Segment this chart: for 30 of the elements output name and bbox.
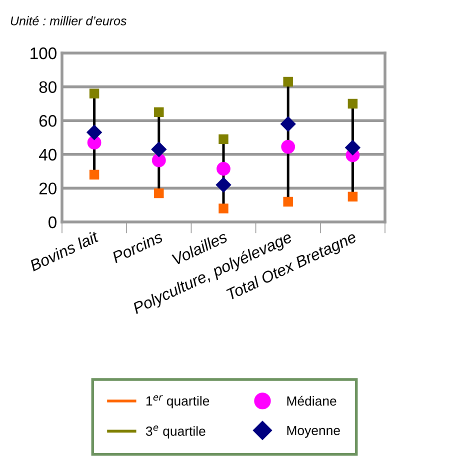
y-tick-label: 0	[48, 216, 56, 228]
point	[152, 153, 166, 168]
point	[283, 76, 293, 87]
point	[216, 162, 230, 176]
point	[283, 196, 293, 207]
point	[348, 98, 358, 109]
point	[280, 116, 296, 132]
point	[216, 177, 232, 192]
point	[218, 134, 228, 144]
text: Unité : millier d’euros	[10, 16, 126, 26]
x-tick-label: Bovins lait	[28, 230, 100, 272]
y-tick-label: 60	[39, 115, 56, 127]
point	[218, 204, 228, 214]
point	[154, 107, 164, 118]
point	[281, 140, 296, 154]
y-tick-label: 20	[39, 182, 56, 194]
point	[89, 170, 100, 180]
point	[154, 188, 164, 198]
point	[345, 140, 360, 156]
y-tick-label: 40	[38, 148, 56, 161]
legend-label: Médiane	[287, 396, 336, 406]
point	[348, 192, 358, 202]
legend-label: 3$^{e}$ quartile	[146, 426, 206, 438]
legend-label: 1$^{er}$ quartile	[146, 395, 210, 408]
point	[89, 88, 100, 98]
y-tick-label: 80	[39, 81, 56, 94]
point	[86, 124, 102, 140]
point	[151, 142, 166, 157]
y-tick-label: 100	[30, 47, 56, 60]
legend-label: Moyenne	[287, 426, 340, 438]
